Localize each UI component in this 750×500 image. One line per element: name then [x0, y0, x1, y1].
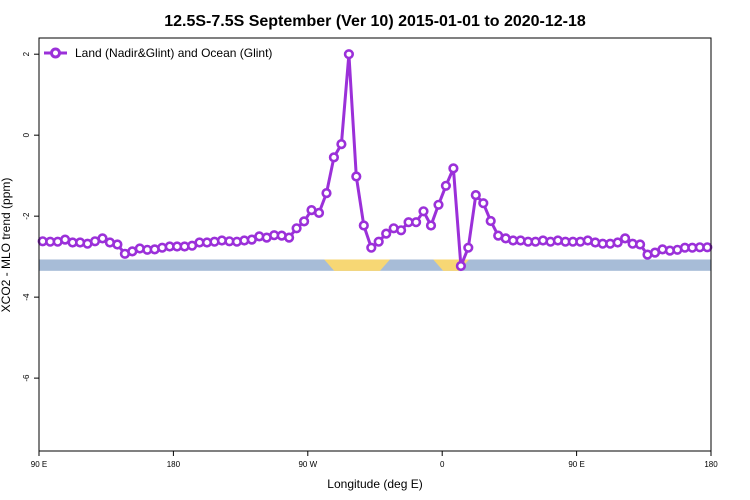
data-point	[448, 163, 459, 174]
data-point	[485, 215, 496, 227]
data-point	[411, 217, 422, 228]
data-point	[381, 228, 392, 239]
x-axis-label: Longitude (deg E)	[327, 477, 422, 491]
data-point	[112, 239, 123, 250]
data-point	[433, 199, 444, 210]
data-point	[619, 233, 631, 244]
land-segment	[324, 259, 390, 271]
land-ocean-strip	[39, 259, 711, 271]
x-tick-label: 0	[440, 460, 445, 469]
y-tick-label: -4	[22, 293, 31, 301]
y-axis-label: XCO2 - MLO trend (ppm)	[0, 178, 13, 313]
data-point	[97, 233, 108, 244]
data-point	[366, 242, 377, 253]
y-axis: 2 0 -2 -4 -6	[22, 51, 39, 382]
plot-frame	[38, 37, 712, 452]
data-point	[418, 206, 429, 217]
data-point	[455, 260, 467, 272]
series-line	[42, 52, 708, 268]
chart-title: 12.5S-7.5S September (Ver 10) 2015-01-01…	[164, 13, 586, 30]
x-tick-label: 90 E	[568, 460, 584, 469]
data-point	[373, 236, 384, 247]
data-point	[328, 152, 340, 163]
legend-entry-label: Land (Nadir&Glint) and Ocean (Glint)	[75, 46, 272, 60]
x-tick-label: 180	[704, 460, 718, 469]
y-tick-label: -6	[22, 374, 31, 382]
data-point	[702, 242, 713, 253]
legend: Land (Nadir&Glint) and Ocean (Glint)	[44, 46, 272, 60]
y-tick-label: 2	[22, 51, 31, 56]
legend-marker-swatch	[50, 47, 61, 59]
data-point	[351, 171, 362, 182]
data-point	[612, 237, 623, 248]
x-tick-label: 90 E	[31, 460, 47, 469]
data-point	[634, 239, 646, 250]
data-point	[299, 216, 310, 227]
series-layer	[37, 49, 713, 272]
data-point	[478, 198, 489, 209]
data-point	[396, 225, 407, 236]
y-tick-label: -2	[22, 212, 31, 220]
data-point	[313, 207, 325, 218]
x-tick-label: 90 W	[298, 460, 317, 469]
data-point	[470, 190, 481, 201]
data-point	[336, 139, 347, 150]
y-tick-label: 0	[22, 132, 31, 137]
data-point	[284, 232, 295, 243]
data-point	[463, 242, 474, 253]
data-point	[358, 220, 369, 231]
data-point	[425, 220, 437, 231]
x-tick-label: 180	[167, 460, 181, 469]
data-point	[291, 223, 302, 234]
data-point	[343, 49, 355, 60]
data-point	[440, 180, 452, 191]
x-axis: 90 E 180 90 W 0 90 E 180	[31, 451, 718, 469]
data-point	[321, 188, 332, 199]
